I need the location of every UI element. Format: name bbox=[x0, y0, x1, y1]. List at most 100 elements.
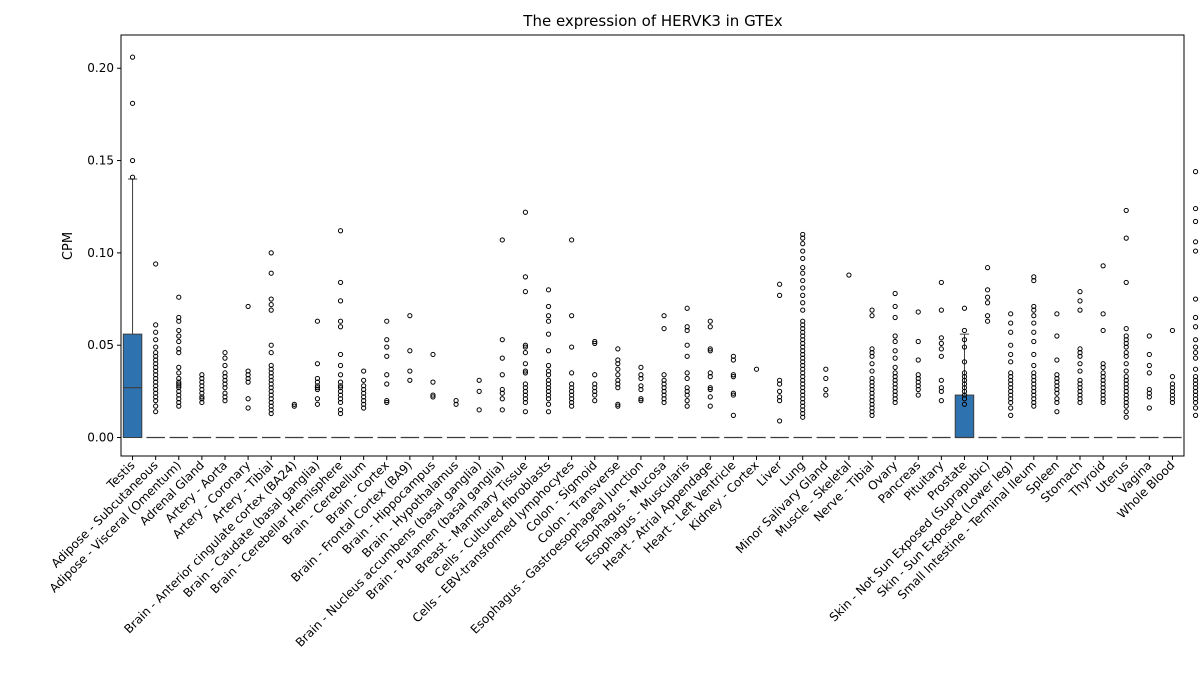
outlier-point bbox=[199, 386, 205, 393]
outlier-point bbox=[615, 381, 621, 387]
outlier-point bbox=[268, 366, 274, 372]
outlier-point bbox=[892, 388, 898, 394]
outlier-point bbox=[1077, 381, 1083, 387]
outlier-point bbox=[869, 368, 875, 374]
outlier-point bbox=[938, 335, 944, 341]
outlier-point bbox=[268, 381, 274, 387]
outlier-point bbox=[1008, 329, 1014, 335]
outlier-point bbox=[730, 357, 736, 363]
outlier-point bbox=[892, 348, 898, 354]
outlier-point bbox=[915, 379, 921, 385]
outlier-point bbox=[1008, 399, 1014, 406]
outlier-point bbox=[569, 388, 575, 394]
box-36 bbox=[954, 333, 975, 439]
outlier-point bbox=[337, 407, 344, 413]
outlier-point bbox=[153, 329, 159, 335]
outlier-point bbox=[800, 300, 806, 306]
outlier-point bbox=[892, 381, 898, 387]
outlier-point bbox=[222, 370, 228, 376]
outlier-point bbox=[961, 381, 968, 387]
outlier-point bbox=[153, 398, 159, 404]
outlier-point bbox=[268, 250, 274, 256]
outlier-point bbox=[245, 379, 251, 385]
outlier-point bbox=[153, 409, 159, 415]
outlier-point bbox=[1008, 392, 1014, 398]
outlier-point bbox=[1123, 396, 1129, 402]
outlier-point bbox=[800, 277, 806, 284]
outlier-point bbox=[1077, 289, 1083, 295]
outlier-point bbox=[545, 303, 552, 310]
outlier-point bbox=[569, 381, 575, 387]
outlier-point bbox=[337, 399, 344, 406]
outlier-point bbox=[268, 399, 274, 406]
outlier-point bbox=[661, 385, 667, 391]
outlier-point bbox=[869, 307, 875, 313]
outlier-point bbox=[638, 375, 644, 382]
outlier-point bbox=[1031, 374, 1037, 380]
outlier-point bbox=[522, 388, 529, 394]
outlier-point bbox=[776, 418, 783, 424]
outlier-point bbox=[384, 399, 390, 406]
outlier-point bbox=[661, 325, 667, 332]
outlier-point bbox=[430, 394, 436, 400]
outlier-point bbox=[800, 285, 806, 291]
outlier-point bbox=[800, 241, 806, 247]
outlier-point bbox=[1192, 405, 1199, 411]
outlier-point bbox=[361, 405, 367, 411]
outlier-point bbox=[800, 355, 806, 361]
outlier-point bbox=[245, 405, 251, 411]
outlier-point bbox=[1077, 346, 1083, 352]
outlier-point bbox=[222, 398, 228, 404]
outlier-point bbox=[915, 383, 921, 389]
outlier-point bbox=[800, 333, 806, 339]
outlier-point bbox=[1077, 396, 1083, 402]
outlier-point bbox=[938, 307, 944, 313]
outlier-point bbox=[1100, 385, 1106, 391]
outlier-point bbox=[800, 370, 806, 376]
outlier-point bbox=[545, 331, 552, 337]
outlier-point bbox=[984, 313, 991, 319]
outlier-point bbox=[268, 388, 274, 394]
outlier-point bbox=[545, 388, 552, 394]
outlier-point bbox=[522, 342, 529, 348]
outlier-point bbox=[545, 362, 552, 369]
outlier-point bbox=[314, 383, 321, 389]
outlier-point bbox=[1100, 364, 1106, 370]
outlier-point bbox=[569, 399, 575, 406]
outlier-point bbox=[1077, 368, 1083, 374]
outlier-point bbox=[153, 394, 159, 400]
outlier-point bbox=[153, 357, 159, 363]
outlier-point bbox=[800, 235, 806, 241]
outlier-point bbox=[1192, 314, 1199, 321]
outlier-point bbox=[638, 372, 644, 378]
outlier-point bbox=[522, 392, 529, 398]
outlier-point bbox=[337, 383, 344, 389]
outlier-point bbox=[176, 388, 182, 394]
outlier-point bbox=[545, 377, 552, 383]
outlier-point bbox=[522, 370, 529, 376]
outlier-point bbox=[1169, 385, 1176, 391]
outlier-point bbox=[1146, 362, 1152, 369]
outlier-point bbox=[268, 410, 274, 417]
outlier-point bbox=[800, 231, 806, 238]
outlier-point bbox=[1008, 385, 1014, 391]
outlier-point bbox=[291, 403, 297, 409]
outlier-point bbox=[800, 265, 806, 271]
outlier-point bbox=[592, 388, 598, 394]
outlier-point bbox=[545, 409, 552, 415]
outlier-point bbox=[1100, 361, 1106, 367]
outlier-point bbox=[800, 414, 806, 420]
outlier-point bbox=[638, 398, 644, 404]
outlier-point bbox=[776, 377, 783, 383]
outlier-point bbox=[199, 375, 205, 382]
outlier-point bbox=[1123, 385, 1129, 391]
outlier-point bbox=[869, 409, 875, 415]
outlier-point bbox=[707, 374, 713, 380]
outlier-point bbox=[176, 392, 182, 398]
outlier-point bbox=[268, 349, 274, 356]
outlier-point bbox=[1146, 386, 1152, 393]
outlier-point bbox=[1192, 218, 1199, 225]
outlier-point bbox=[730, 392, 736, 398]
outlier-point bbox=[291, 401, 297, 407]
box-iqr bbox=[954, 394, 975, 439]
